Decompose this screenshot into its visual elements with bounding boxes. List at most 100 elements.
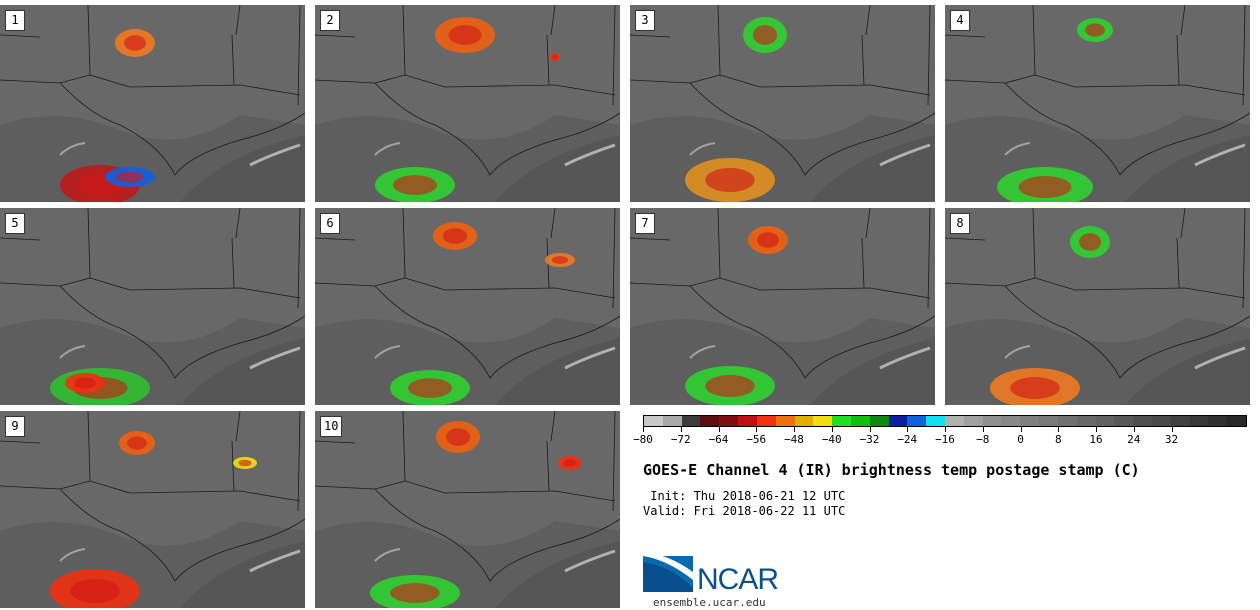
colorbar-tick-label: 8 (1054, 433, 1062, 446)
colorbar-segment (700, 416, 720, 426)
postage-stamp-panel: 2 (315, 5, 620, 202)
colorbar-segment (738, 416, 757, 426)
panel-label: 8 (950, 213, 970, 234)
colorbar-segment (1057, 416, 1077, 426)
colorbar-tick (1171, 427, 1173, 432)
colorbar-segment (1133, 416, 1152, 426)
website-url: ensemble.ucar.edu (653, 596, 766, 609)
colorbar-segment (963, 416, 983, 426)
colorbar-segment (888, 416, 908, 426)
colorbar-segment (1095, 416, 1115, 426)
init-time: Init: Thu 2018-06-21 12 UTC (643, 489, 846, 503)
colorbar-tick-label: 0 (1017, 433, 1024, 446)
colorbar-segment (1170, 416, 1190, 426)
postage-stamp-panel: 9 (0, 411, 305, 608)
colorbar: −80 −72 −64 −56 −48 −40 −32 −24 −16 −8 0 8 16 24 32 (633, 415, 1248, 455)
ir-satellite-map (0, 208, 305, 405)
colorbar-segment (982, 416, 1002, 426)
postage-stamp-panel: 7 (630, 208, 935, 405)
colorbar-tick-label: −80 (633, 433, 653, 446)
panel-label: 3 (635, 10, 655, 31)
ir-satellite-map (945, 208, 1250, 405)
figure-title: GOES-E Channel 4 (IR) brightness temp po… (643, 461, 1140, 479)
colorbar-tick (869, 427, 871, 432)
colorbar-tick-label: −48 (784, 433, 804, 446)
panel-label: 1 (5, 10, 25, 31)
colorbar-tick (680, 427, 682, 432)
ir-satellite-map (315, 5, 620, 202)
ir-satellite-map (630, 5, 935, 202)
colorbar-tick-label: −56 (746, 433, 767, 446)
colorbar-tick (945, 427, 946, 432)
panel-label: 6 (320, 213, 340, 234)
postage-stamp-panel: 5 (0, 208, 305, 405)
ncar-logo-text: NCAR (697, 563, 779, 596)
panel-label: 5 (5, 213, 25, 234)
colorbar-segment (719, 416, 739, 426)
ir-satellite-map (630, 208, 935, 405)
colorbar-segment (907, 416, 927, 426)
colorbar-segment (1076, 416, 1096, 426)
colorbar-segment (662, 416, 682, 426)
colorbar-segment (1189, 416, 1209, 426)
colorbar-tick (1058, 427, 1060, 432)
colorbar-tick (907, 427, 909, 432)
colorbar-segment (644, 416, 663, 426)
colorbar-tick (982, 427, 984, 432)
colorbar-tick (756, 427, 758, 432)
ir-satellite-map (0, 5, 305, 202)
colorbar-segment (775, 416, 795, 426)
colorbar-strip (643, 415, 1247, 427)
colorbar-segment (756, 416, 776, 426)
postage-stamp-panel: 1 (0, 5, 305, 202)
postage-stamp-panel: 6 (315, 208, 620, 405)
valid-time: Valid: Fri 2018-06-22 11 UTC (643, 504, 846, 518)
colorbar-tick (718, 427, 720, 432)
colorbar-tick-label: 32 (1164, 433, 1179, 446)
colorbar-segment (1114, 416, 1134, 426)
colorbar-segment (1151, 416, 1171, 426)
colorbar-tick-label: −64 (708, 433, 729, 446)
colorbar-tick (1133, 427, 1135, 432)
colorbar-tick-label: −40 (821, 433, 842, 446)
colorbar-tick (643, 427, 644, 432)
ncar-logo (643, 552, 693, 592)
colorbar-tick (831, 427, 833, 432)
colorbar-segment (850, 416, 870, 426)
colorbar-segment (1227, 416, 1246, 426)
panel-label: 4 (950, 10, 970, 31)
ir-satellite-map (315, 208, 620, 405)
panel-label: 10 (320, 416, 343, 437)
colorbar-segment (945, 416, 964, 426)
colorbar-tick (1096, 427, 1097, 432)
colorbar-segment (794, 416, 814, 426)
colorbar-segment (832, 416, 851, 426)
postage-stamp-panel: 8 (945, 208, 1250, 405)
colorbar-tick-label: −24 (897, 433, 918, 446)
colorbar-segment (1039, 416, 1058, 426)
colorbar-segment (813, 416, 833, 426)
colorbar-tick (794, 427, 795, 432)
colorbar-tick-label: 24 (1127, 433, 1141, 446)
postage-stamp-panel: 10 (315, 411, 620, 608)
colorbar-segment (926, 416, 945, 426)
ir-satellite-map (315, 411, 620, 608)
colorbar-tick-label: 16 (1089, 433, 1103, 446)
colorbar-tick-label: −72 (670, 433, 691, 446)
ir-satellite-map (0, 411, 305, 608)
colorbar-tick-label: −32 (859, 433, 880, 446)
colorbar-segment (1001, 416, 1021, 426)
colorbar-segment (1208, 416, 1228, 426)
panel-label: 2 (320, 10, 340, 31)
colorbar-segment (1020, 416, 1040, 426)
postage-stamp-panel: 3 (630, 5, 935, 202)
ir-satellite-map (945, 5, 1250, 202)
colorbar-tick-label: −16 (935, 433, 955, 446)
colorbar-tick-label: −8 (976, 433, 990, 446)
postage-stamp-panel: 4 (945, 5, 1250, 202)
colorbar-segment (869, 416, 889, 426)
panel-label: 7 (635, 213, 655, 234)
panel-label: 9 (5, 416, 25, 437)
colorbar-segment (681, 416, 701, 426)
colorbar-tick (1020, 427, 1022, 432)
